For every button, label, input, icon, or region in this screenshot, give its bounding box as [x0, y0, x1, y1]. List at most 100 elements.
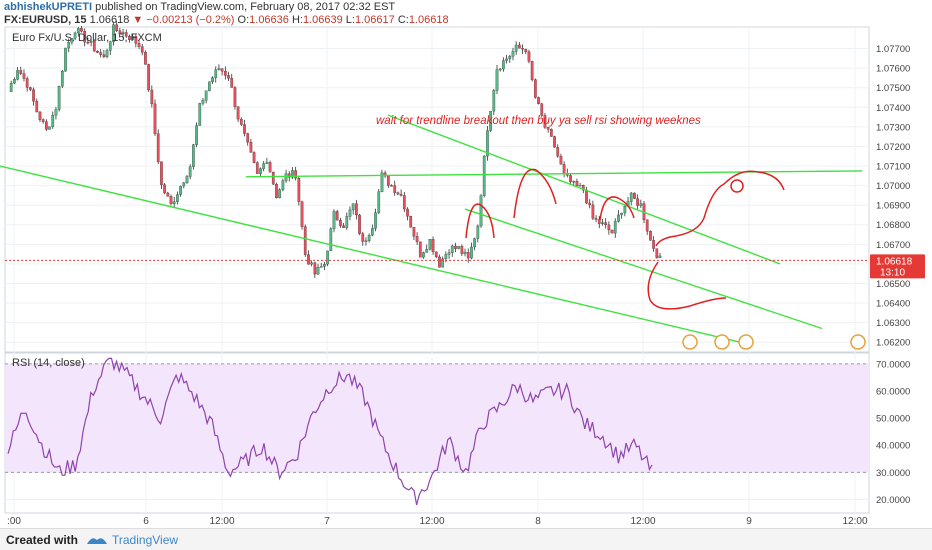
candle-body: [268, 162, 272, 173]
candle-body: [239, 118, 243, 125]
candle-body: [291, 170, 294, 178]
last-price-tag: 1.06618 13:10: [870, 254, 925, 278]
candle-body: [195, 125, 198, 145]
candle-body: [223, 71, 227, 76]
candle-body: [636, 198, 639, 206]
candle-body: [425, 249, 429, 253]
time-axis[interactable]: :00 6 12:00 7 12:00 8 12:00 9 12:00: [7, 516, 868, 527]
price-axis[interactable]: 1.07700 1.07600 1.07500 1.07400 1.07300 1.072…: [876, 44, 910, 349]
trendline[interactable]: [0, 165, 741, 343]
candle-body: [549, 129, 553, 137]
high-label: H:: [291, 14, 303, 26]
candle-body: [259, 168, 262, 174]
candle-body: [479, 195, 483, 227]
candle-body: [307, 254, 310, 265]
low-label: L:: [345, 14, 355, 26]
event-flag-us-icon[interactable]: [714, 334, 730, 350]
candle-body: [460, 245, 464, 254]
candle-body: [121, 32, 125, 35]
annotation-text: wait for trendline breakout then buy ya …: [376, 115, 701, 127]
price-chart-title: Euro Fx/U.S. Dollar, 15, FXCM: [12, 32, 162, 44]
candle-body: [399, 193, 403, 196]
candle-body: [351, 203, 355, 211]
candle-body: [188, 166, 192, 177]
time-tick-label: :00: [7, 516, 21, 527]
candle-body: [380, 172, 384, 192]
event-flags[interactable]: [682, 334, 866, 350]
candle-body: [102, 54, 106, 57]
candle-body: [508, 55, 512, 60]
candle-body: [518, 44, 521, 49]
event-flag-us-icon[interactable]: [738, 334, 754, 350]
candle-body: [367, 235, 371, 241]
candle-body: [9, 83, 13, 92]
price-tick-label: 1.06300: [876, 318, 910, 329]
trendline[interactable]: [464, 208, 823, 330]
candle-body: [559, 156, 563, 165]
candle-body: [402, 195, 406, 210]
candle-body: [348, 209, 352, 217]
candle-body: [176, 194, 179, 202]
candle-body: [230, 78, 234, 88]
event-flag-us-icon[interactable]: [850, 334, 866, 350]
candle-body: [633, 192, 636, 199]
candle-body: [578, 185, 582, 187]
candle-body: [281, 180, 285, 190]
candle-body: [441, 258, 445, 268]
author-name[interactable]: abhishekUPRETI: [4, 1, 93, 13]
candle-body: [179, 185, 182, 195]
drawn-circle: [730, 179, 744, 193]
candle-body: [409, 216, 413, 228]
tradingview-brand[interactable]: TradingView: [112, 533, 179, 547]
candle-body: [623, 206, 627, 214]
candle-body: [265, 162, 269, 164]
candle-body: [32, 89, 35, 102]
candle-body: [51, 114, 55, 127]
candle-body: [147, 64, 150, 91]
candle-body: [313, 262, 317, 275]
time-tick-label: 7: [324, 516, 330, 527]
price-tick-label: 1.06700: [876, 240, 910, 251]
candle-body: [214, 69, 218, 78]
event-flag-us-icon[interactable]: [682, 334, 698, 350]
candle-body: [13, 79, 16, 84]
candle-body: [569, 175, 572, 183]
candle-body: [639, 203, 643, 206]
candle-body: [35, 101, 39, 113]
candle-body: [396, 192, 400, 195]
rsi-axis[interactable]: 70.0000 60.0000 50.0000 40.0000 30.0000 20.00…: [876, 359, 910, 506]
candle-body: [323, 264, 326, 267]
rsi-tick-label: 60.0000: [876, 386, 910, 397]
candle-body: [19, 70, 23, 74]
candle-body: [546, 127, 550, 130]
time-tick-label: 8: [535, 516, 541, 527]
candle-body: [112, 24, 115, 42]
chart-area[interactable]: 1.07700 1.07600 1.07500 1.07400 1.07300 1.072…: [0, 0, 932, 528]
candle-body: [329, 228, 333, 252]
candle-body: [278, 189, 282, 199]
candles-group: [9, 21, 662, 278]
candle-body: [597, 219, 601, 224]
hand-drawing: [465, 168, 785, 310]
candle-body: [553, 136, 556, 148]
candle-body: [233, 87, 237, 107]
trendline[interactable]: [387, 114, 781, 265]
rsi-tick-label: 30.0000: [876, 468, 910, 479]
candle-body: [342, 225, 345, 228]
candle-body: [438, 256, 441, 268]
candle-body: [243, 124, 246, 134]
candle-body: [393, 185, 397, 193]
candle-body: [649, 231, 652, 241]
candle-body: [482, 155, 486, 196]
candle-body: [412, 226, 416, 237]
candle-body: [83, 31, 87, 43]
price-tick-label: 1.07500: [876, 83, 910, 94]
candle-body: [134, 36, 138, 44]
publish-header: abhishekUPRETI published on TradingView.…: [4, 1, 924, 13]
candle-body: [581, 185, 585, 191]
candle-body: [502, 60, 505, 70]
candle-body: [332, 211, 336, 229]
candle-body: [613, 221, 617, 234]
price-tick-label: 1.06800: [876, 220, 910, 231]
candle-body: [198, 103, 202, 126]
